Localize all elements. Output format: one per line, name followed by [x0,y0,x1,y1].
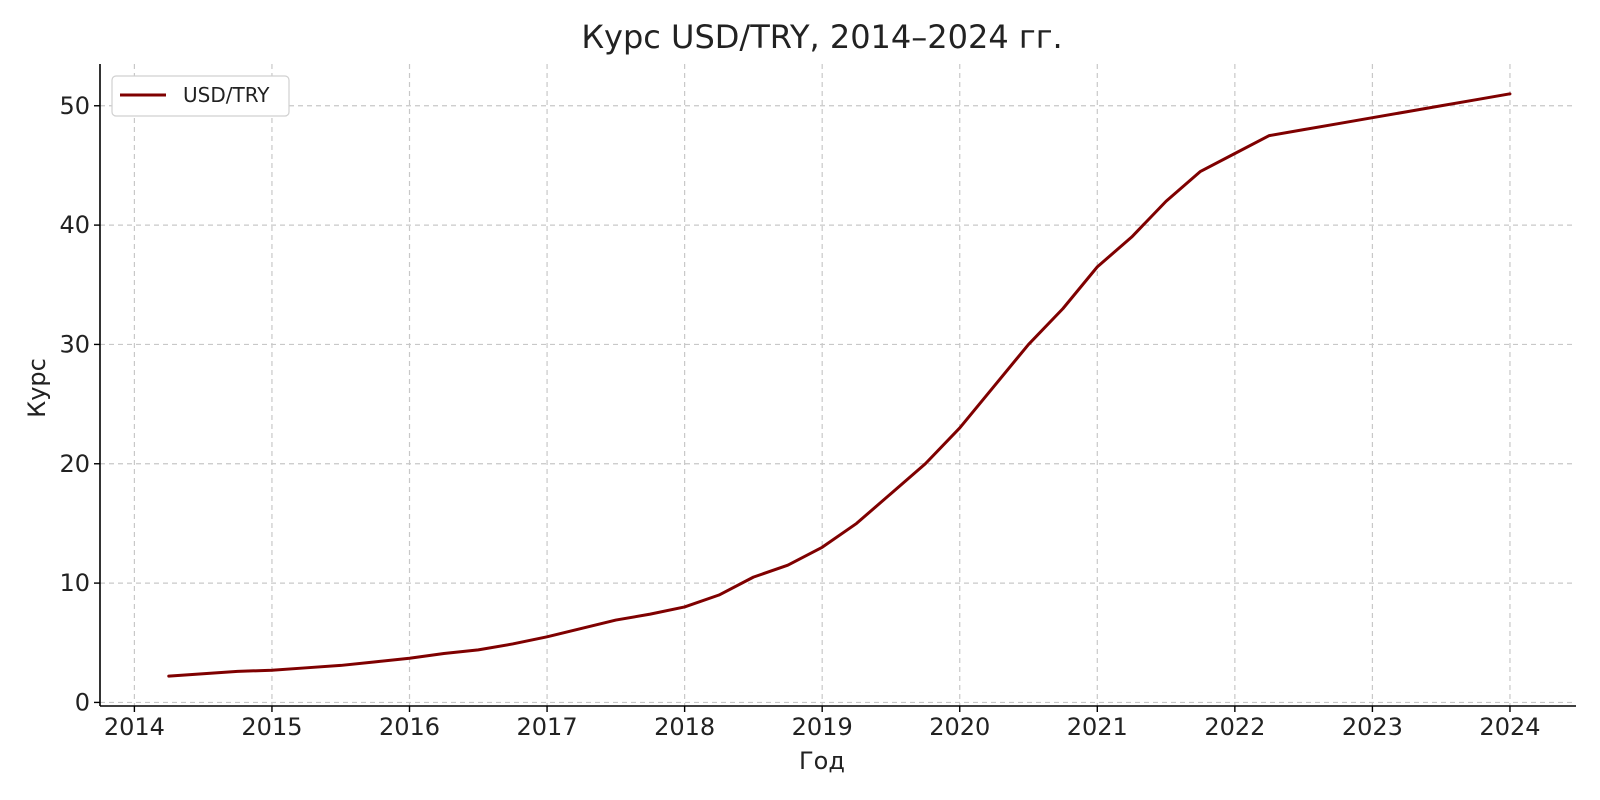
grid [100,64,1576,706]
x-tick-label: 2023 [1342,713,1403,741]
chart-title: Курс USD/TRY, 2014–2024 гг. [581,18,1062,56]
x-tick-label: 2015 [241,713,302,741]
y-tick-label: 40 [59,211,90,239]
y-tick-label: 20 [59,450,90,478]
x-tick-label: 2016 [379,713,440,741]
y-tick-label: 10 [59,569,90,597]
x-tick-label: 2017 [517,713,578,741]
x-tick-label: 2021 [1067,713,1128,741]
x-tick-label: 2022 [1204,713,1265,741]
legend-box [111,75,290,117]
series [167,92,1512,678]
x-tick-label: 2020 [929,713,990,741]
x-tick-label: 2018 [654,713,715,741]
x-tick-label: 2014 [104,713,165,741]
y-tick-label: 50 [59,92,90,120]
legend-label: USD/TRY [183,83,270,107]
y-tick-label: 0 [75,688,90,716]
x-tick-label: 2024 [1479,713,1540,741]
y-tick-label: 30 [59,330,90,358]
x-tick-label: 2019 [792,713,853,741]
y-axis-label: Курс [23,358,51,418]
x-axis-label: Год [799,747,845,775]
legend: USD/TRY [111,75,290,117]
series-line [167,92,1512,678]
ticks: 2014 2015 2016 2017 2018 2019 2020 2021 2022 2023… [59,92,1540,741]
axes [99,64,1576,707]
